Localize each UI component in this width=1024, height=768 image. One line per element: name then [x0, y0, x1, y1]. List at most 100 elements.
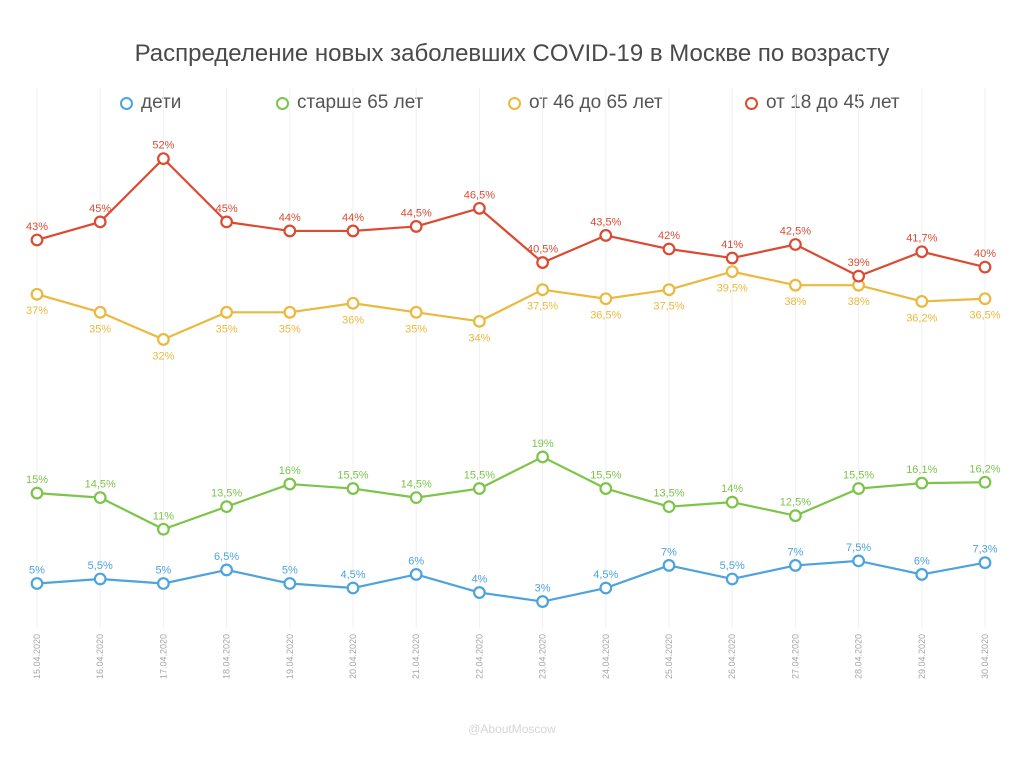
x-tick-label: 21.04.2020 — [411, 634, 421, 679]
data-label: 4% — [471, 574, 487, 586]
data-label: 7,5% — [846, 542, 871, 554]
data-label: 35% — [279, 323, 301, 335]
data-label: 3% — [535, 583, 551, 595]
data-point — [220, 563, 234, 577]
data-label: 46,5% — [464, 189, 495, 201]
data-point — [536, 450, 549, 464]
series-line — [36, 455, 986, 531]
data-point — [30, 486, 44, 500]
data-point — [978, 260, 992, 274]
data-point — [789, 559, 802, 572]
x-tick-label: 19.04.2020 — [285, 634, 295, 679]
x-tick-label: 28.04.2020 — [854, 634, 864, 679]
data-label: 39% — [848, 257, 870, 269]
data-label: 40,5% — [527, 244, 558, 256]
data-label: 5% — [282, 565, 298, 577]
data-point — [725, 265, 739, 279]
x-tick-label: 16.04.2020 — [95, 634, 105, 679]
data-label: 44,5% — [401, 207, 432, 219]
data-point — [409, 220, 423, 233]
data-point — [30, 287, 44, 301]
watermark: @AboutMoscow — [468, 722, 556, 736]
legend-marker — [120, 96, 133, 110]
data-label: 11% — [153, 510, 174, 522]
data-label: 41,7% — [906, 233, 937, 245]
data-point — [473, 586, 486, 599]
legend-item-18-45[interactable]: от 18 до 45 лет — [745, 92, 900, 114]
data-point — [473, 201, 486, 215]
data-label: 45% — [216, 203, 238, 215]
data-point — [156, 577, 170, 590]
x-tick-label: 29.04.2020 — [917, 634, 927, 679]
data-label: 41% — [721, 239, 743, 251]
legend-label: от 46 до 65 лет — [529, 92, 663, 113]
x-tick-label: 18.04.2020 — [222, 634, 232, 679]
data-point — [473, 314, 486, 328]
data-point — [346, 581, 360, 595]
data-point — [978, 556, 992, 570]
data-point — [346, 296, 360, 310]
data-point — [93, 572, 107, 586]
legend-item-46-65[interactable]: от 46 до 65 лет — [508, 92, 663, 114]
data-point — [346, 482, 360, 495]
data-point — [662, 500, 676, 514]
data-point — [599, 482, 613, 495]
data-label: 40% — [974, 248, 996, 260]
data-label: 34% — [468, 332, 490, 344]
data-point — [93, 305, 107, 319]
data-point — [725, 251, 739, 265]
data-point — [978, 475, 992, 489]
data-point — [220, 215, 234, 229]
legend-label: от 18 до 45 лет — [766, 92, 900, 113]
legend-item-children[interactable]: дети — [120, 92, 181, 114]
data-label: 42% — [658, 230, 680, 242]
data-point — [409, 305, 423, 319]
data-label: 15% — [26, 474, 48, 486]
data-point — [662, 242, 676, 256]
legend-item-over-65[interactable]: старше 65 лет — [276, 92, 423, 114]
x-tick-label: 24.04.2020 — [601, 634, 611, 679]
legend-label: старше 65 лет — [297, 92, 424, 113]
data-point — [93, 491, 107, 505]
x-tick-label: 22.04.2020 — [474, 634, 484, 679]
data-label: 32% — [152, 350, 174, 362]
data-point — [599, 229, 613, 242]
legend-label: дети — [141, 92, 182, 113]
data-label: 15,5% — [843, 470, 874, 482]
data-point — [789, 509, 802, 523]
data-point — [156, 152, 170, 166]
x-tick-label: 15.04.2020 — [32, 634, 42, 679]
data-label: 35% — [89, 323, 111, 335]
data-label: 37% — [26, 305, 48, 317]
data-label: 5,5% — [88, 560, 113, 572]
data-label: 35% — [216, 323, 238, 335]
data-point — [30, 233, 44, 247]
data-point — [283, 224, 297, 238]
data-label: 15,5% — [464, 470, 495, 482]
chart-title: Распределение новых заболевших COVID-19 … — [134, 40, 890, 67]
x-tick-label: 17.04.2020 — [158, 634, 168, 679]
data-label: 38% — [848, 296, 870, 308]
x-tick-label: 25.04.2020 — [664, 634, 674, 679]
data-point — [978, 292, 992, 306]
data-label: 13,5% — [211, 488, 242, 500]
data-point — [725, 495, 739, 509]
data-point — [536, 283, 549, 297]
data-label: 44% — [279, 212, 301, 224]
data-point — [599, 292, 613, 306]
x-tick-label: 26.04.2020 — [727, 634, 737, 679]
data-label: 43,5% — [590, 216, 621, 228]
data-point — [346, 224, 360, 238]
data-label: 14,5% — [85, 479, 116, 491]
series-line — [36, 559, 986, 603]
data-label: 6,5% — [214, 551, 239, 563]
data-label: 6% — [914, 555, 930, 567]
data-label: 15,5% — [590, 470, 621, 482]
legend-marker — [745, 96, 758, 110]
data-point — [93, 215, 107, 229]
data-point — [789, 238, 802, 251]
data-point — [30, 577, 44, 590]
series-line — [36, 270, 986, 341]
data-label: 42,5% — [780, 226, 811, 238]
